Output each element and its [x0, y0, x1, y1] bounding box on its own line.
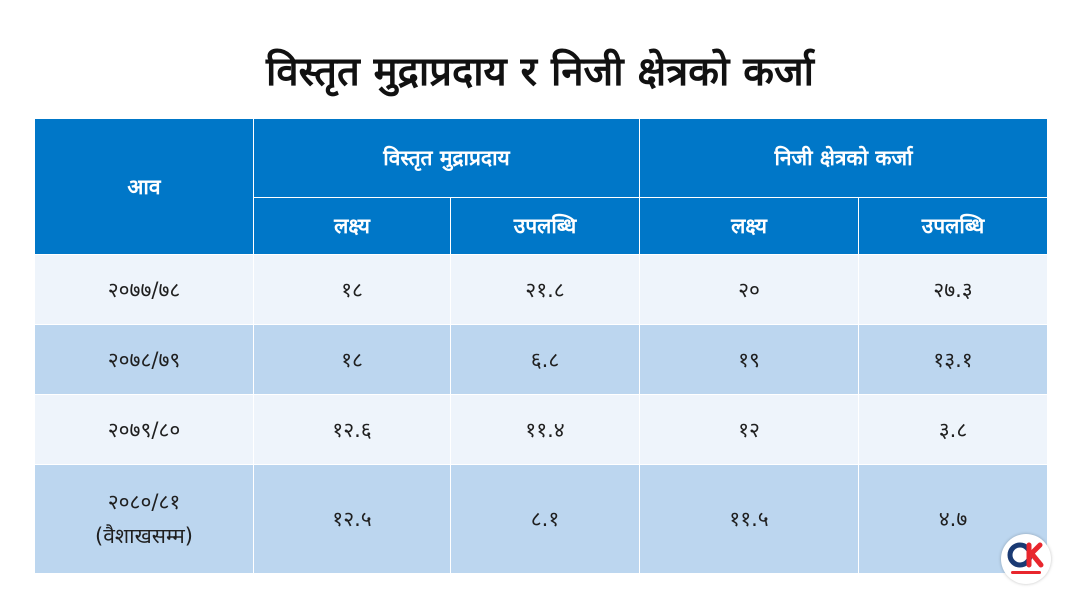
group-header-private-credit: निजी क्षेत्रको कर्जा	[638, 118, 1049, 198]
data-table: आव विस्तृत मुद्राप्रदाय निजी क्षेत्रको क…	[34, 118, 1049, 574]
value-cell: ११.४	[450, 394, 640, 465]
sub-header-target: लक्ष्य	[253, 197, 451, 255]
sub-header-achievement: उपलब्धि	[857, 197, 1049, 255]
value-cell: ४.७	[857, 464, 1049, 574]
header-row-groups: आव विस्तृत मुद्राप्रदाय निजी क्षेत्रको क…	[34, 118, 1049, 255]
onlinekhabar-logo-icon	[1001, 534, 1051, 584]
table-row: २०७८/७९ १८ ६.८ १९ १३.१	[34, 324, 1049, 395]
value-cell: २१.८	[450, 254, 640, 325]
year-cell: २०७८/७९	[34, 324, 254, 395]
value-cell: ११.५	[639, 464, 859, 574]
table-row: २०७७/७८ १८ २१.८ २० २७.३	[34, 254, 1049, 325]
year-note: (वैशाखसम्म)	[95, 524, 193, 548]
value-cell: १९	[639, 324, 859, 395]
table-row: २०८०/८१ (वैशाखसम्म) १२.५ ८.१ ११.५ ४.७	[34, 464, 1049, 574]
value-cell: ६.८	[450, 324, 640, 395]
group-header-broad-money: विस्तृत मुद्राप्रदाय	[253, 118, 640, 198]
value-cell: १२	[639, 394, 859, 465]
table-row: २०७९/८० १२.६ ११.४ १२ ३.८	[34, 394, 1049, 465]
year-cell: २०७७/७८	[34, 254, 254, 325]
year-label: २०८०/८१	[107, 490, 181, 514]
value-cell: १८	[253, 324, 451, 395]
value-cell: १८	[253, 254, 451, 325]
value-cell: १२.६	[253, 394, 451, 465]
sub-header-target: लक्ष्य	[639, 197, 859, 255]
value-cell: ३.८	[857, 394, 1049, 465]
page-title: विस्तृत मुद्राप्रदाय र निजी क्षेत्रको कर…	[265, 49, 815, 95]
sub-header-achievement: उपलब्धि	[450, 197, 640, 255]
year-cell: २०७९/८०	[34, 394, 254, 465]
year-cell: २०८०/८१ (वैशाखसम्म)	[34, 464, 254, 574]
value-cell: ८.१	[450, 464, 640, 574]
value-cell: १३.१	[857, 324, 1049, 395]
value-cell: २०	[639, 254, 859, 325]
header-row-sub: लक्ष्य उपलब्धि लक्ष्य उपलब्धि	[35, 197, 1049, 255]
column-header-year: आव	[34, 118, 254, 255]
value-cell: २७.३	[857, 254, 1049, 325]
value-cell: १२.५	[253, 464, 451, 574]
